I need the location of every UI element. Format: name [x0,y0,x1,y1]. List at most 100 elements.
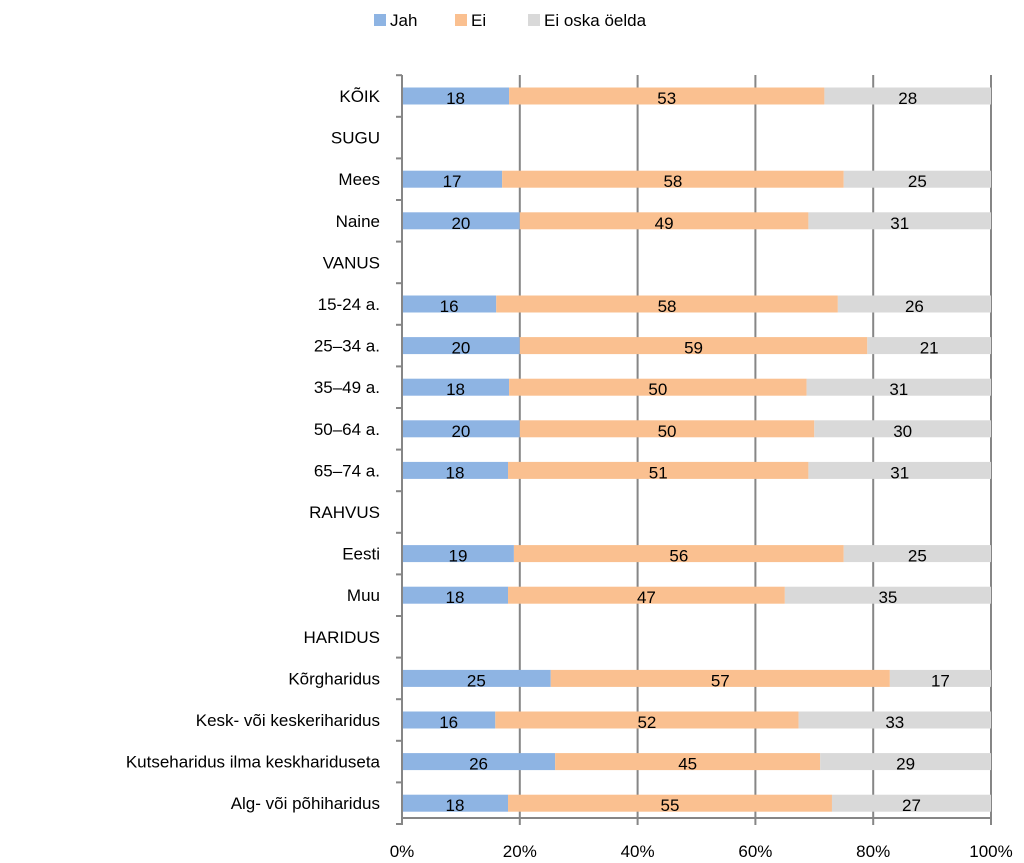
data-label: 31 [890,214,909,233]
category-label: Kesk- või keskeriharidus [196,711,380,730]
bar-segment [402,753,556,771]
legend-label: Jah [390,11,417,30]
data-label: 17 [931,671,950,690]
x-axis-tick-labels: 0% 20% 40% 60% 80% 100% [390,842,1013,861]
bar-segment [784,586,991,604]
category-label: 25–34 a. [314,337,380,356]
data-label: 29 [896,755,915,774]
data-label: 31 [890,463,909,482]
data-label: 52 [637,713,656,732]
category-label: Kutseharidus ilma keskhariduseta [126,753,381,772]
data-label: 49 [655,214,674,233]
legend-swatch [528,14,540,26]
data-label: 50 [658,422,677,441]
category-label: 65–74 a. [314,461,380,480]
bar-segment [889,669,991,687]
data-label: 50 [648,380,667,399]
data-label: 25 [908,547,927,566]
data-label: 55 [661,796,680,815]
data-label: 28 [898,89,917,108]
category-label: Mees [338,170,380,189]
bar-segment [808,461,991,479]
bar-segment [837,295,991,313]
data-label: 56 [669,547,688,566]
data-label: 18 [446,588,465,607]
data-label: 51 [649,463,668,482]
bar-segment [402,669,551,687]
data-label: 18 [446,380,465,399]
data-label: 20 [451,214,470,233]
bar-segment [508,461,809,479]
data-label: 45 [678,755,697,774]
x-tick-label: 40% [621,842,655,861]
category-label: Naine [336,212,380,231]
legend-swatch [455,14,467,26]
legend-label: Ei oska öelda [544,11,647,30]
bar-segment [519,337,868,355]
category-label: Kõrgharidus [288,669,380,688]
axes [396,74,992,825]
bar-segment [555,753,821,771]
data-label: 16 [440,297,459,316]
bar-segment [820,753,991,771]
category-label: HARIDUS [303,628,380,647]
data-label: 25 [467,671,486,690]
category-label: SUGU [331,129,380,148]
legend-swatch [374,14,386,26]
bar-segment [402,545,514,563]
bar-segment [402,711,496,729]
bars: 18 53 28 17 58 25 20 49 31 16 58 26 20 59 21 18 50 31 20 50… [402,87,991,815]
legend-label: Ei [471,11,486,30]
category-label: 35–49 a. [314,378,380,397]
data-label: 25 [908,172,927,191]
x-tick-label: 60% [738,842,772,861]
data-label: 31 [889,380,908,399]
data-label: 18 [446,463,465,482]
bar-segment [509,378,807,396]
bar-segment [402,461,509,479]
data-label: 33 [885,713,904,732]
bar-segment [402,337,520,355]
data-label: 20 [451,422,470,441]
bar-segment [831,794,991,812]
data-label: 18 [446,796,465,815]
bar-segment [402,87,510,105]
data-label: 47 [637,588,656,607]
data-label: 57 [711,671,730,690]
y-axis-labels: KÕIK SUGU Mees Naine VANUS 15-24 a. 25–34 a. 35… [126,87,381,813]
bar-segment [496,295,838,313]
data-label: 58 [658,297,677,316]
bar-segment [513,545,844,563]
category-label: RAHVUS [309,503,380,522]
bar-segment [808,212,991,230]
data-label: 53 [657,89,676,108]
data-label: 16 [439,713,458,732]
bar-segment [402,170,503,188]
bar-segment [502,170,844,188]
category-label: KÕIK [339,87,380,106]
data-label: 59 [684,339,703,358]
data-label: 35 [878,588,897,607]
data-label: 27 [902,796,921,815]
bar-segment [843,170,991,188]
bar-segment [519,420,815,438]
category-label: VANUS [323,253,380,272]
x-tick-label: 20% [503,842,537,861]
legend: Jah Ei Ei oska öelda [374,11,647,30]
x-tick-label: 80% [856,842,890,861]
data-label: 20 [451,339,470,358]
bar-segment [798,711,991,729]
category-label: Eesti [342,545,380,564]
data-label: 17 [443,172,462,191]
bar-segment [402,378,510,396]
category-label: 50–64 a. [314,420,380,439]
bar-segment [402,420,520,438]
category-label: Muu [347,586,380,605]
data-label: 18 [446,89,465,108]
bar-segment [550,669,890,687]
bar-segment [508,586,785,604]
bar-segment [402,794,509,812]
bar-segment [867,337,991,355]
data-label: 21 [920,339,939,358]
